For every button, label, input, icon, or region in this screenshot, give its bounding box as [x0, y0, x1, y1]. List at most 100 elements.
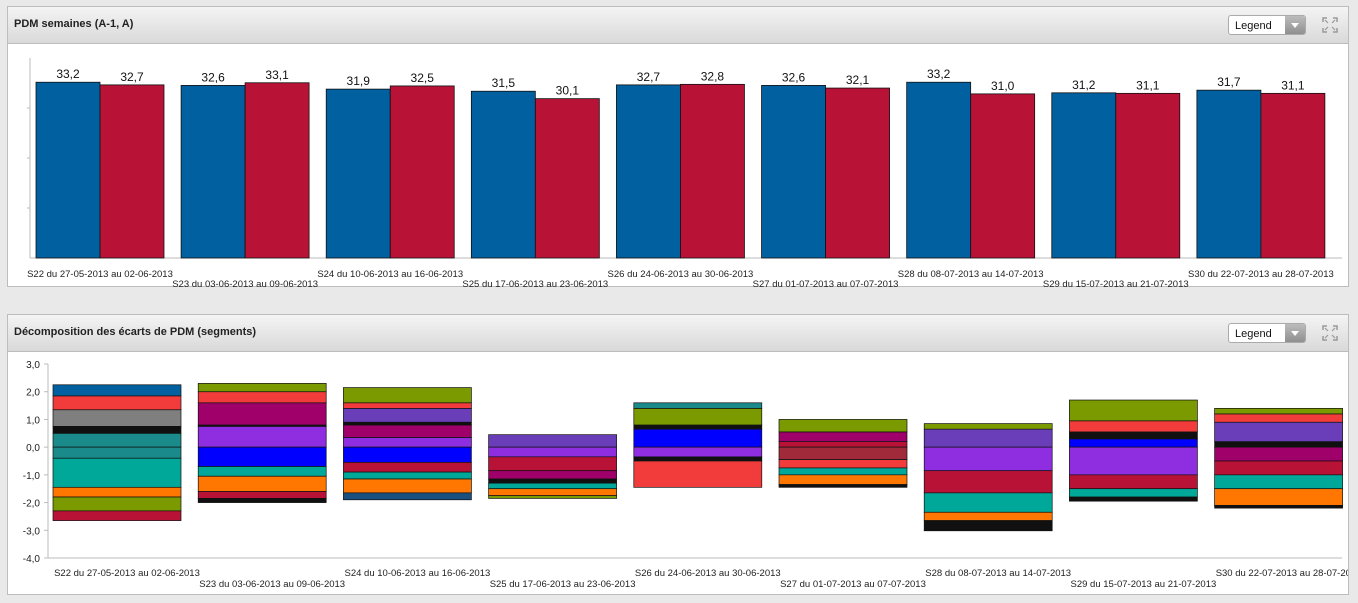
y-tick-label: -2,0 [23, 499, 41, 510]
bar-value-label: 31,0 [991, 79, 1015, 93]
stack-segment [1214, 460, 1343, 476]
stack-segment [52, 496, 182, 512]
y-tick-label: 0,0 [26, 443, 40, 454]
x-tick-label: S22 du 27-05-2013 au 02-06-2013 [27, 269, 173, 280]
bar [616, 84, 681, 259]
x-tick-label: S27 du 01-07-2013 au 07-07-2013 [753, 279, 899, 287]
bar [35, 81, 101, 259]
bar [1115, 92, 1181, 259]
stack-segment [197, 498, 327, 503]
stack-segment [343, 407, 472, 423]
bar-value-label: 32,6 [782, 70, 806, 84]
stack-segment [197, 491, 327, 499]
x-tick-label: S25 du 17-06-2013 au 23-06-2013 [462, 279, 608, 287]
stack-segment [343, 471, 472, 480]
bar-value-label: 32,1 [846, 73, 870, 87]
stack-segment [633, 402, 763, 409]
x-tick-label: S25 du 17-06-2013 au 23-06-2013 [490, 579, 636, 590]
stack-segment [343, 492, 472, 501]
stack-segment [633, 456, 763, 462]
stack-segment [197, 466, 327, 477]
bar-value-label: 32,6 [201, 70, 225, 84]
stack-segment [1069, 438, 1198, 448]
bar [180, 85, 246, 259]
stack-segment [923, 492, 1053, 513]
bar-value-label: 31,9 [347, 74, 371, 88]
bar-value-label: 31,5 [492, 76, 516, 90]
stack-segment [1214, 413, 1343, 423]
x-tick-label: S30 du 22-07-2013 au 28-07-2013 [1216, 568, 1348, 579]
stack-segment [52, 426, 182, 434]
stack-segment [778, 446, 908, 460]
bar-value-label: 33,1 [265, 68, 289, 82]
stack-segment [1214, 421, 1343, 442]
stack-segment [52, 409, 182, 427]
bar [906, 81, 972, 259]
stack-segment [343, 462, 472, 473]
bar-value-label: 32,8 [701, 69, 725, 83]
y-tick-label: -3,0 [23, 526, 41, 537]
x-tick-label: S23 du 03-06-2013 au 09-06-2013 [199, 579, 345, 590]
chevron-down-icon[interactable] [1285, 16, 1305, 34]
stack-segment [1069, 446, 1198, 476]
stack-segment [1214, 441, 1343, 448]
x-tick-label: S24 du 10-06-2013 au 16-06-2013 [317, 269, 463, 280]
stack-segment [1214, 446, 1343, 462]
stack-segment [923, 423, 1053, 430]
y-tick-label: 3,0 [26, 360, 40, 371]
stack-segment [197, 391, 327, 404]
x-tick-label: S24 du 10-06-2013 au 16-06-2013 [345, 568, 491, 579]
stack-segment [488, 488, 617, 496]
stack-segment [778, 484, 908, 488]
x-tick-label: S27 du 01-07-2013 au 07-07-2013 [780, 579, 926, 590]
stack-segment [1214, 474, 1343, 490]
bar [1196, 89, 1262, 259]
stack-segment [1069, 496, 1198, 502]
stack-segment [488, 470, 617, 480]
x-tick-label: S28 du 08-07-2013 au 14-07-2013 [898, 269, 1044, 280]
y-tick-label: 1,0 [26, 415, 40, 426]
stack-segment [488, 456, 617, 472]
legend-dropdown[interactable]: Legend [1228, 323, 1306, 343]
pdm-decomposition-chart: 3,0 2,0 1,0 0,0 -1,0 -2,0 -3,0 -4,0 S22 du 27-05… [23, 360, 1348, 590]
stack-segment [52, 457, 182, 488]
y-tick-label: 2,0 [26, 388, 40, 399]
stack-segment [923, 520, 1053, 531]
stack-segment [1214, 504, 1343, 509]
bar [1260, 92, 1326, 259]
expand-icon[interactable] [1322, 325, 1338, 341]
stack-segment [633, 424, 763, 430]
stack-segment [778, 467, 908, 476]
panel-title: PDM semaines (A-1, A) [14, 18, 134, 30]
bar [970, 93, 1036, 259]
chevron-down-icon[interactable] [1285, 324, 1305, 342]
stack-segment [197, 475, 327, 492]
stack-segment [923, 529, 1053, 532]
stack-segment [633, 446, 763, 458]
stack-segment [52, 510, 182, 521]
bar [680, 83, 745, 259]
legend-dropdown[interactable]: Legend [1228, 15, 1306, 35]
stack-segment [778, 459, 908, 469]
pdm-weeks-chart: 33,2 32,7 S22 du 27-05-2013 au 02-06-2013 3… [27, 58, 1342, 287]
bar-value-label: 31,1 [1136, 78, 1160, 92]
bar-value-label: 32,7 [637, 70, 661, 84]
x-tick-label: S29 du 15-07-2013 au 21-07-2013 [1071, 579, 1217, 590]
panel-title: Décomposition des écarts de PDM (segment… [14, 326, 257, 338]
stack-segment [633, 428, 763, 448]
stack-segment [1069, 399, 1198, 422]
bar [325, 88, 391, 259]
stack-segment [197, 446, 327, 467]
stack-segment [52, 395, 182, 411]
y-tick-label: -4,0 [23, 554, 41, 565]
stack-segment [52, 432, 182, 448]
stack-segment [343, 437, 472, 448]
expand-icon[interactable] [1322, 17, 1338, 33]
pdm-weeks-panel: PDM semaines (A-1, A) Legend 33,2 32,7 S22… [7, 6, 1349, 287]
x-tick-label: S22 du 27-05-2013 au 02-06-2013 [54, 568, 200, 579]
x-tick-label: S30 du 22-07-2013 au 28-07-2013 [1188, 269, 1334, 280]
bar [389, 85, 455, 259]
bar-value-label: 33,2 [927, 67, 951, 81]
stack-segment [52, 446, 182, 459]
x-tick-label: S28 du 08-07-2013 au 14-07-2013 [925, 568, 1071, 579]
